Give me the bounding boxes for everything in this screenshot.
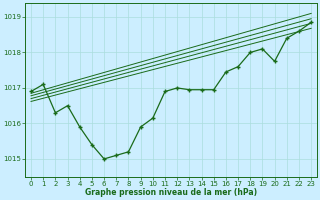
X-axis label: Graphe pression niveau de la mer (hPa): Graphe pression niveau de la mer (hPa) xyxy=(85,188,257,197)
